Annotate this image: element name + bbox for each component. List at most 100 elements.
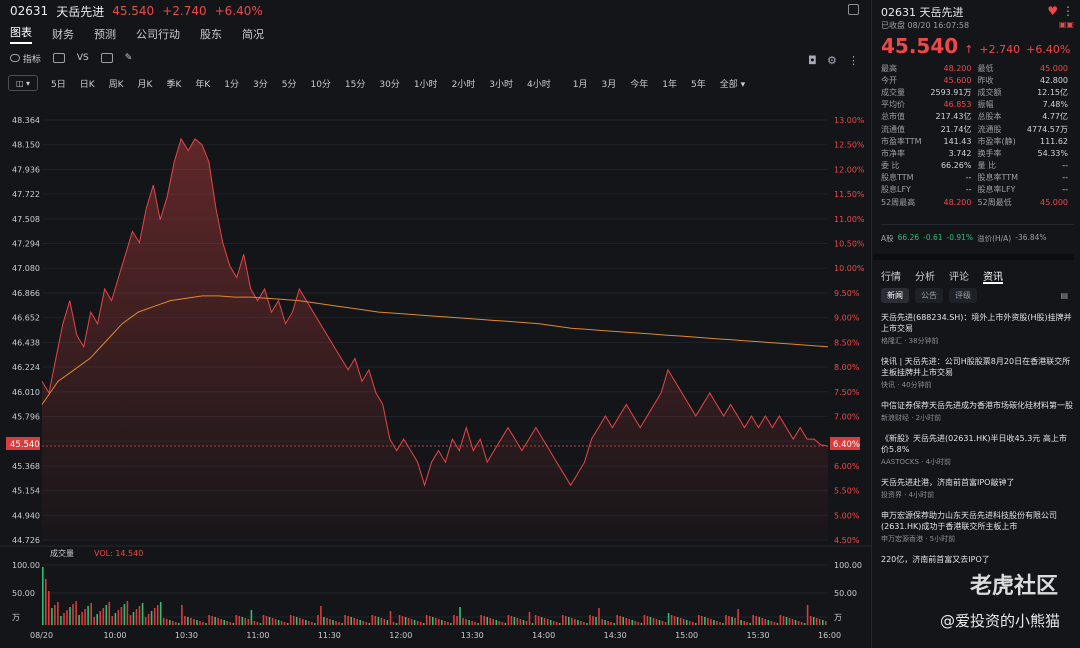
volume-bar [51,608,53,625]
tab-news[interactable]: 资讯 [983,268,1003,285]
volume-bar [773,622,776,625]
stat-value: -- [1062,173,1068,183]
y-right-tick: 10.50% [834,240,865,249]
volume-bar [175,622,177,625]
period-5d[interactable]: 5日 [51,79,66,90]
volume-bar [492,619,494,625]
volume-bar [371,615,374,625]
volume-bar [144,617,147,625]
camera-icon[interactable]: ◘ [808,54,817,67]
quote-price: 45.540 [881,34,959,58]
period-5m[interactable]: 5分 [281,79,297,90]
indicator-button[interactable]: 指标 [10,52,41,65]
period-15m[interactable]: 15分 [344,79,366,90]
tab-analysis[interactable]: 分析 [915,272,935,284]
period-5y[interactable]: 5年 [690,79,706,90]
period-1m[interactable]: 1分 [224,79,239,90]
period-1mo[interactable]: 1月 [572,79,588,90]
news-title: 快讯 | 天岳先进：公司H股股票8月20日在香港联交所主板挂牌并上市交易 [881,357,1071,378]
news-item[interactable]: 快讯 | 天岳先进：公司H股股票8月20日在香港联交所主板挂牌并上市交易 快讯 ·… [881,356,1074,390]
news-item[interactable]: 《新股》天岳先进(02631.HK)半日收45.3元 高上市价5.8% AASTO… [881,433,1074,467]
period-yeark[interactable]: 年K [195,79,211,90]
tab-corporate-action[interactable]: 公司行动 [136,28,180,41]
more-icon[interactable]: ⋮ [848,54,859,67]
volume-bar [562,615,564,625]
period-dayk[interactable]: 日K [79,79,95,90]
volume-bar [522,620,525,625]
expand-icon[interactable] [848,4,859,15]
news-item[interactable]: 天岳先进(688234.SH)：境外上市外资股(H股)挂牌并上市交易 格隆汇 · … [881,312,1074,346]
news-item[interactable]: 申万宏源保荐助力山东天岳先进科技股份有限公司(2631.HK)成功于香港联交所主… [881,510,1074,544]
period-all[interactable]: 全部 ▾ [719,79,746,90]
volume-bar [670,615,673,625]
period-monthk[interactable]: 月K [137,79,153,90]
volume-bar [138,606,141,625]
gear-icon[interactable]: ⚙ [827,54,837,67]
volume-bar [120,607,123,625]
volume-bar [465,619,467,625]
volume-bar [75,601,77,625]
tab-finance[interactable]: 财务 [52,28,74,41]
period-all-label: 全部 [719,79,738,90]
subtab-ratings[interactable]: 评级 [949,287,977,303]
tab-chart[interactable]: 图表 [10,24,32,44]
intraday-chart[interactable]: 48.364 48.150 47.936 47.722 47.508 47.294 47.0… [0,100,871,648]
period-1h[interactable]: 1小时 [413,79,438,90]
volume-bar [516,618,519,625]
volume-bar [649,617,652,625]
period-10m[interactable]: 10分 [310,79,331,90]
compare-button[interactable]: VS [76,53,89,63]
period-quarterk[interactable]: 季K [166,79,182,90]
tab-forecast[interactable]: 预测 [94,28,116,41]
volume-bar [413,620,416,625]
volume-bar [162,618,165,625]
frame-icon[interactable] [100,53,113,63]
current-price-label-left: 45.540 [10,440,40,450]
volume-bar [277,620,280,625]
favorite-heart-icon[interactable]: ♥ ⋮ [1047,4,1074,18]
period-2h[interactable]: 2小时 [451,79,476,90]
news-meta: 投资界 · 4小时前 [881,491,935,500]
volume-bar [628,619,631,625]
volume-bar [404,617,407,625]
volume-bar [682,619,685,625]
period-3mo[interactable]: 3月 [601,79,617,90]
volume-bar [262,615,265,625]
tab-profile[interactable]: 简况 [242,28,264,41]
volume-bar [825,621,827,625]
calendar-icon[interactable]: ▤ [1060,290,1068,300]
y-axis-left: 48.364 48.150 47.936 47.722 47.508 47.294 47.0… [12,116,40,545]
period-ytd[interactable]: 今年 [630,79,649,90]
volume-right-tick: 100.00 [834,561,862,570]
period-weekk[interactable]: 周K [108,79,124,90]
news-item[interactable]: 中信证券保荐天岳先进成为香港市场碳化硅材料第一股 新浪财经 · 2小时前 [881,400,1074,423]
rectangle-icon[interactable] [52,53,65,63]
volume-bar [407,618,410,625]
stat-label: 成交量 [881,87,905,97]
tab-shareholders[interactable]: 股东 [200,28,222,41]
period-1y[interactable]: 1年 [662,79,677,90]
chart-type-select[interactable]: ◫ ▾ [8,75,38,91]
period-30m[interactable]: 30分 [379,79,400,90]
subtab-announcements[interactable]: 公告 [915,287,943,303]
tab-comments[interactable]: 评论 [949,272,969,284]
subtab-news[interactable]: 新闻 [881,287,909,303]
news-item[interactable]: 天岳先进赴港，济南前首富IPO敲钟了 投资界 · 4小时前 [881,477,1074,500]
volume-bar [271,618,274,625]
volume-bar [190,618,192,625]
y-left-tick: 46.652 [12,314,40,323]
period-3h[interactable]: 3小时 [489,79,514,90]
news-item[interactable]: 220亿，济南前首富又去IPO了 [881,554,1074,565]
tab-market[interactable]: 行情 [881,272,901,284]
quote-stats-row: 股息TTM -- 股息率TTM -- [881,172,1074,184]
volume-bar [555,622,558,625]
volume-bar [117,610,120,625]
draw-pen-icon[interactable]: ✎ [124,53,133,63]
period-4h[interactable]: 4小时 [527,79,551,90]
period-3m[interactable]: 3分 [253,79,268,90]
volume-bar [622,617,624,625]
volume-bar [480,615,482,625]
volume-bar [66,610,68,625]
y-right-tick: 13.00% [834,116,865,125]
volume-bar [108,602,111,625]
